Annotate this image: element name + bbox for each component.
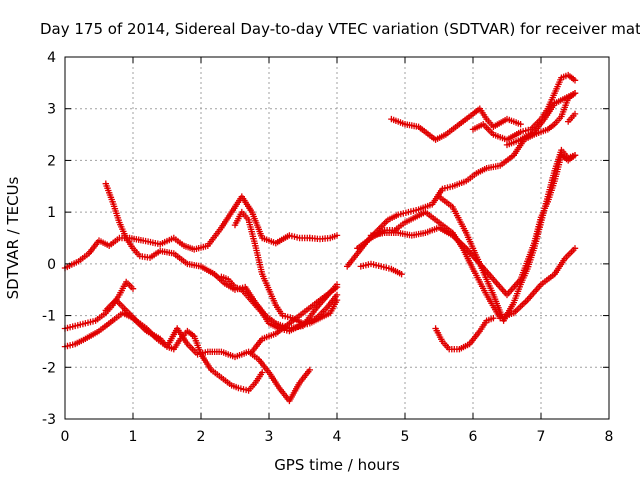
x-tick-label: 4: [333, 429, 342, 445]
series-s10: [388, 105, 524, 143]
x-tick-label: 5: [401, 429, 410, 445]
series-s4: [61, 278, 137, 332]
data-point: [333, 291, 341, 299]
series-s15: [354, 208, 579, 322]
x-axis-label: GPS time / hours: [274, 456, 400, 474]
y-tick-label: 2: [47, 153, 56, 169]
y-axis-label: SDTVAR / TECUs: [4, 176, 22, 299]
data-point: [129, 285, 137, 292]
data-point: [571, 152, 579, 159]
x-tick-label: 7: [537, 429, 546, 445]
y-tick-label: -2: [42, 360, 56, 376]
y-tick-label: -3: [42, 412, 56, 428]
data-point: [571, 90, 579, 97]
data-point: [571, 245, 579, 252]
y-tick-label: 0: [47, 257, 56, 273]
x-tick-label: 6: [469, 429, 478, 445]
series-s1: [61, 193, 313, 272]
data-point: [517, 121, 524, 128]
series-s9: [248, 283, 341, 355]
x-tick-label: 8: [605, 429, 614, 445]
series-s17: [357, 260, 405, 278]
series-s13: [565, 110, 579, 125]
data-point: [333, 232, 341, 239]
data-point: [333, 283, 341, 291]
y-tick-label: 1: [47, 205, 56, 221]
series-s11: [469, 71, 579, 143]
data-point: [571, 110, 579, 118]
data-points: [61, 71, 579, 405]
series-s2: [306, 232, 341, 243]
series-s8: [231, 208, 341, 327]
data-point: [259, 369, 266, 376]
y-tick-label: 4: [47, 50, 56, 66]
series-s18: [432, 315, 497, 353]
x-tick-label: 1: [129, 429, 138, 445]
x-tick-label: 2: [197, 429, 206, 445]
series-s19: [435, 146, 579, 324]
chart-title: Day 175 of 2014, Sidereal Day-to-day VTE…: [40, 20, 640, 38]
y-tick-label: -1: [42, 309, 56, 325]
y-tick-label: 3: [47, 102, 56, 118]
data-point: [306, 366, 313, 374]
axis-ticks: 0 1 2 3 4 5 6 7 8 -3 -2 -1 0 1 2 3 4: [42, 50, 613, 445]
x-tick-label: 0: [61, 429, 70, 445]
x-tick-label: 3: [265, 429, 274, 445]
data-point: [571, 77, 579, 84]
grid: [65, 57, 609, 419]
data-point: [398, 271, 405, 278]
data-point: [490, 315, 497, 322]
series-s6: [102, 296, 313, 405]
